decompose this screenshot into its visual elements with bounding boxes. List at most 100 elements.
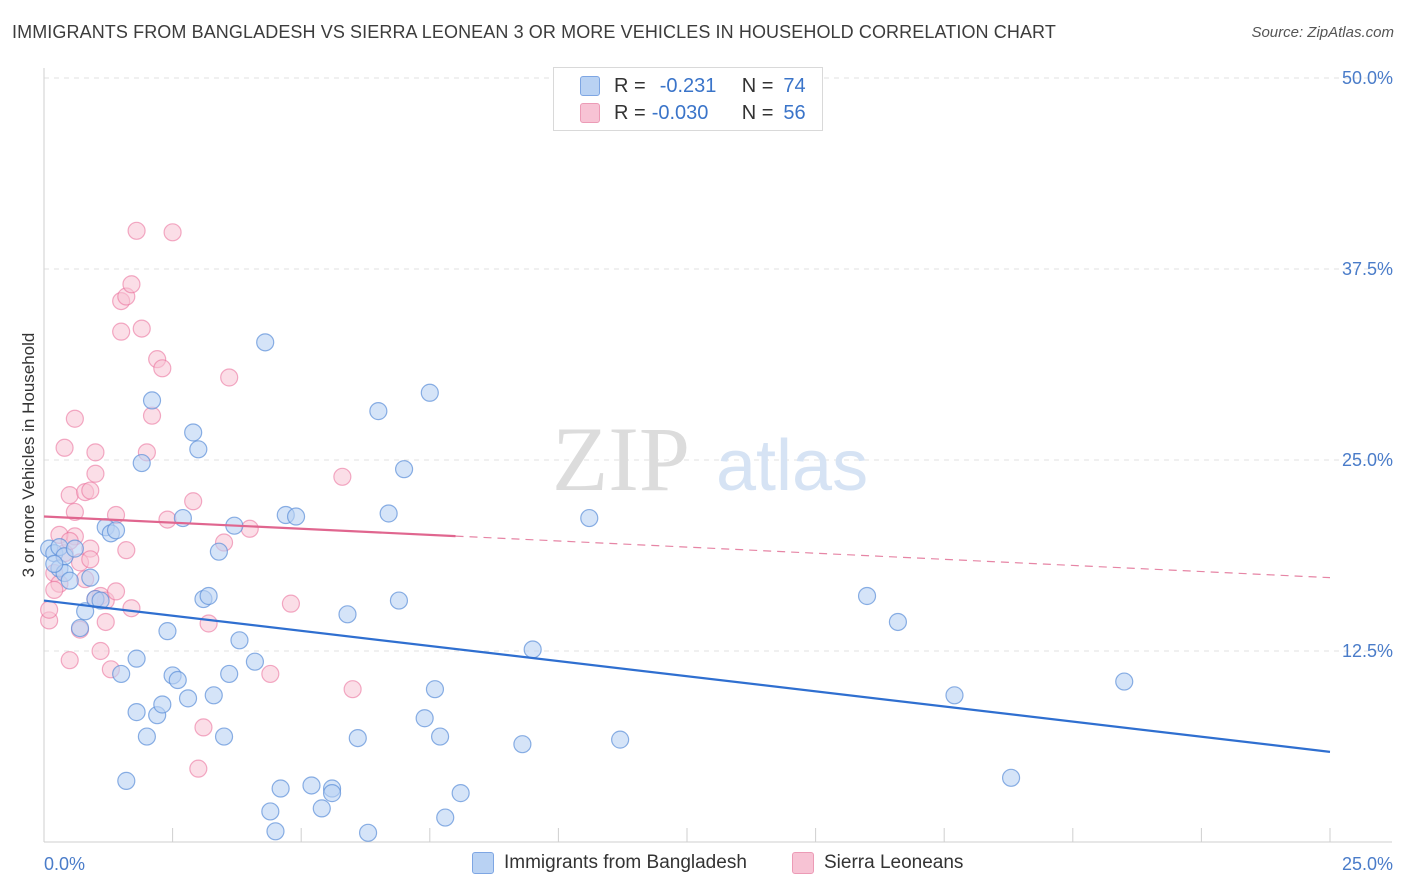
point-sierra-leoneans-41 — [281, 594, 301, 613]
point-bangladesh-48 — [312, 799, 331, 818]
point-bangladesh-60 — [425, 680, 445, 699]
point-bangladesh-20 — [132, 453, 151, 473]
x-tick-label-0: 0.0% — [44, 854, 85, 874]
grid-lines — [44, 77, 1392, 652]
y-tick-label-2: 37.5% — [1342, 259, 1393, 279]
point-sierra-leoneans-39 — [240, 519, 259, 538]
point-sierra-leoneans-1 — [40, 600, 59, 619]
point-sierra-leoneans-9 — [65, 409, 84, 428]
point-bangladesh-22 — [142, 391, 162, 410]
point-bangladesh-66 — [580, 508, 599, 528]
point-sierra-leoneans-55 — [122, 599, 141, 618]
point-bangladesh-56 — [389, 591, 409, 610]
legend-r-value: -0.030 — [651, 101, 709, 124]
point-sierra-leoneans-33 — [184, 492, 203, 511]
point-sierra-leoneans-15 — [86, 443, 105, 462]
point-bangladesh-33 — [199, 586, 218, 606]
point-bangladesh-12 — [91, 591, 110, 610]
legend-r-value: -0.231 — [659, 74, 717, 97]
bottom-legend-swatch-pink — [792, 852, 814, 874]
bottom-legend-swatch-blue — [472, 852, 494, 874]
point-bangladesh-58 — [415, 709, 434, 728]
point-bangladesh-51 — [338, 605, 357, 624]
point-bangladesh-73 — [45, 554, 64, 574]
point-sierra-leoneans-53 — [45, 580, 64, 599]
axes — [43, 68, 1392, 843]
point-bangladesh-46 — [286, 507, 306, 526]
bottom-legend-label: Immigrants from Bangladesh — [504, 852, 747, 873]
point-bangladesh-67 — [611, 730, 630, 749]
point-bangladesh-8 — [70, 618, 90, 638]
legend-n-label: N = — [741, 74, 774, 97]
legend-r-label: R = — [614, 74, 646, 97]
point-bangladesh-65 — [523, 640, 542, 659]
legend-swatch-pink — [580, 103, 600, 123]
point-bangladesh-53 — [358, 823, 378, 842]
legend-n-value: 56 — [783, 101, 806, 124]
point-sierra-leoneans-34 — [189, 759, 208, 778]
bottom-legend-label: Sierra Leoneans — [824, 852, 964, 873]
legend-n-label: N = — [741, 101, 774, 124]
tick-labels: 12.5% 25.0% 37.5% 50.0% 0.0% 25.0% — [44, 68, 1393, 874]
trend-line-sierra-leoneans-extrapolated — [455, 535, 1331, 579]
point-sierra-leoneans-51 — [117, 541, 136, 560]
point-sierra-leoneans-7 — [60, 651, 79, 670]
y-axis-label: 3 or more Vehicles in Household — [19, 333, 38, 578]
point-bangladesh-70 — [945, 686, 964, 705]
point-sierra-leoneans-50 — [106, 582, 126, 601]
trend-line-sierra-leoneans — [43, 515, 456, 538]
point-bangladesh-31 — [189, 440, 208, 459]
point-bangladesh-59 — [420, 383, 439, 402]
trend-line-bangladesh — [43, 599, 1331, 753]
point-bangladesh-6 — [60, 571, 79, 590]
point-bangladesh-68 — [857, 586, 877, 606]
source-label: Source: ZipAtlas.com — [1251, 24, 1394, 41]
point-sierra-leoneans-26 — [127, 221, 146, 240]
point-sierra-leoneans-40 — [261, 664, 280, 684]
point-bangladesh-16 — [112, 664, 131, 684]
point-sierra-leoneans-54 — [65, 502, 84, 522]
y-tick-label-3: 50.0% — [1342, 68, 1393, 88]
point-bangladesh-10 — [81, 568, 100, 587]
legend: R = -0.231 N = 74 R = -0.030 N = 56 — [553, 67, 823, 131]
point-bangladesh-47 — [302, 776, 321, 795]
point-sierra-leoneans-16 — [86, 464, 105, 483]
point-bangladesh-54 — [369, 402, 388, 421]
point-sierra-leoneans-49 — [96, 612, 115, 632]
point-bangladesh-30 — [184, 423, 203, 442]
point-bangladesh-72 — [1115, 672, 1134, 691]
point-bangladesh-29 — [178, 689, 198, 708]
point-sierra-leoneans-27 — [132, 319, 151, 338]
point-sierra-leoneans-43 — [343, 680, 362, 699]
point-bangladesh-17 — [117, 771, 136, 790]
point-bangladesh-69 — [888, 612, 908, 632]
chart-title: IMMIGRANTS FROM BANGLADESH VS SIERRA LEO… — [12, 22, 1056, 42]
point-bangladesh-71 — [1001, 768, 1021, 787]
point-bangladesh-15 — [106, 521, 126, 540]
watermark-zip: ZIP — [552, 408, 690, 510]
point-bangladesh-62 — [436, 808, 455, 827]
point-sierra-leoneans-22 — [112, 322, 131, 341]
watermark-atlas: atlas — [716, 426, 868, 506]
point-sierra-leoneans-31 — [153, 359, 172, 378]
point-bangladesh-42 — [261, 802, 280, 821]
point-sierra-leoneans-35 — [194, 718, 213, 737]
point-bangladesh-61 — [430, 727, 450, 746]
series-sierra-leoneans — [40, 221, 362, 778]
point-bangladesh-40 — [245, 652, 265, 671]
point-sierra-leoneans-38 — [220, 368, 239, 387]
point-sierra-leoneans-47 — [81, 550, 100, 569]
point-sierra-leoneans-52 — [158, 510, 177, 529]
point-sierra-leoneans-36 — [199, 614, 218, 633]
legend-n-value: 74 — [783, 74, 806, 97]
point-bangladesh-57 — [394, 460, 414, 479]
point-bangladesh-35 — [209, 542, 228, 561]
bottom-legend-bangladesh: Immigrants from Bangladesh — [472, 852, 747, 874]
y-tick-label-0: 12.5% — [1342, 641, 1393, 661]
point-bangladesh-64 — [513, 735, 532, 754]
series-bangladesh — [40, 333, 1134, 842]
point-bangladesh-21 — [137, 727, 156, 746]
point-sierra-leoneans-5 — [55, 438, 74, 457]
point-sierra-leoneans-29 — [142, 406, 162, 425]
